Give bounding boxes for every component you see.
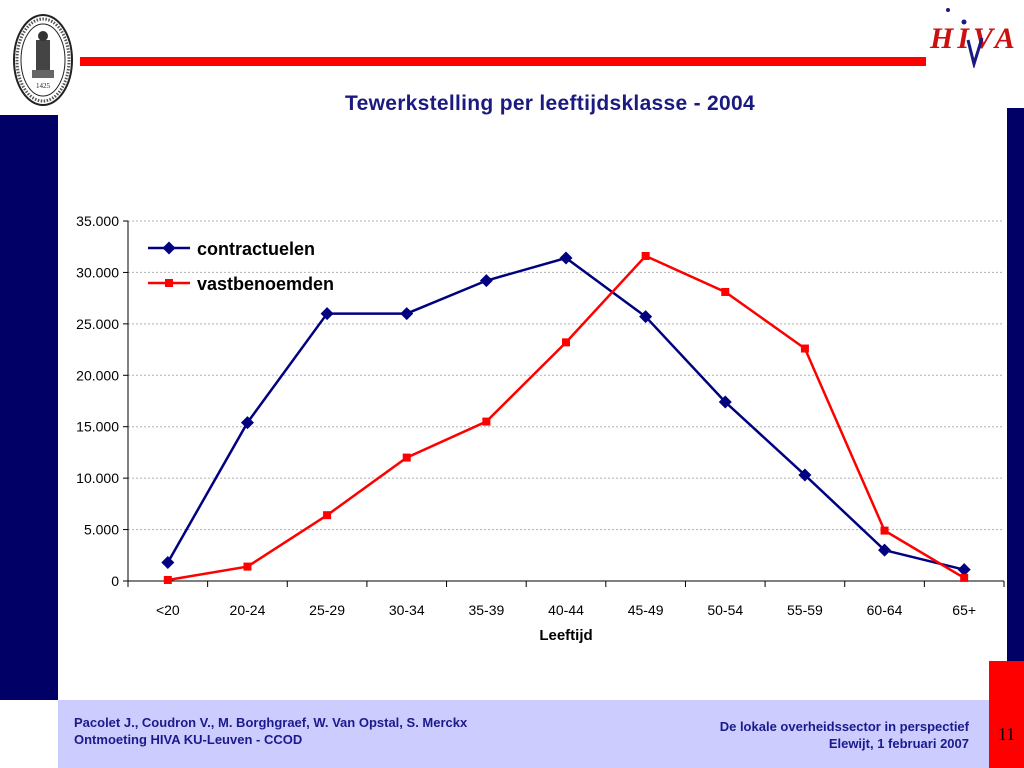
x-tick-label: 60-64 — [867, 602, 903, 618]
left-navy-band — [0, 115, 58, 700]
footer-right-line1: De lokale overheidssector in perspectief — [719, 719, 969, 734]
x-tick-label: 55-59 — [787, 602, 823, 618]
y-tick-label: 35.000 — [76, 213, 119, 229]
legend-item-vastbenoemden: vastbenoemden — [148, 274, 334, 294]
data-point-contractuelen — [479, 274, 493, 288]
grid-lines — [128, 220, 1004, 531]
x-tick-label: 30-34 — [389, 602, 425, 618]
data-point-contractuelen — [878, 543, 892, 557]
data-point-vastbenoemden — [163, 575, 172, 584]
footer-bar: Pacolet J., Coudron V., M. Borghgraef, W… — [58, 700, 989, 768]
data-point-vastbenoemden — [243, 562, 252, 571]
x-tick-label: 40-44 — [548, 602, 584, 618]
data-point-contractuelen — [320, 307, 334, 321]
seal-year-text: 1425 — [36, 82, 51, 90]
page-number-box: 11 — [989, 661, 1024, 768]
y-tick-label: 0 — [111, 573, 119, 589]
data-point-contractuelen — [957, 563, 971, 577]
data-point-contractuelen — [559, 251, 573, 265]
footer-event: De lokale overheidssector in perspectief… — [720, 718, 969, 752]
data-point-contractuelen — [798, 468, 812, 482]
data-point-vastbenoemden — [482, 417, 491, 426]
data-point-vastbenoemden — [880, 526, 889, 535]
legend-marker — [165, 279, 173, 287]
y-tick-label: 15.000 — [76, 419, 119, 435]
footer-left-line1: Pacolet J., Coudron V., M. Borghgraef, W… — [74, 715, 468, 730]
data-point-contractuelen — [639, 310, 653, 324]
x-tick-label: 45-49 — [628, 602, 664, 618]
data-point-contractuelen — [161, 555, 175, 569]
y-tick-label: 10.000 — [76, 470, 119, 486]
x-tick-label: 25-29 — [309, 602, 345, 618]
series-contractuelen — [161, 251, 971, 577]
header-red-bar — [80, 57, 926, 66]
university-seal-logo: 1425 — [13, 14, 73, 106]
x-tick-label: <20 — [156, 602, 180, 618]
right-navy-band — [1007, 108, 1024, 661]
legend-label: contractuelen — [197, 239, 315, 259]
x-tick-label: 65+ — [952, 602, 976, 618]
data-point-contractuelen — [400, 307, 414, 321]
hiva-logo: HIVA — [929, 8, 1015, 68]
x-tick-label: 50-54 — [707, 602, 743, 618]
y-tick-label: 5.000 — [84, 522, 119, 538]
data-point-vastbenoemden — [960, 573, 969, 582]
data-point-vastbenoemden — [323, 511, 332, 520]
footer-left-line2: Ontmoeting HIVA KU-Leuven - CCOD — [74, 732, 303, 747]
x-tick-label: 35-39 — [468, 602, 504, 618]
data-point-contractuelen — [718, 395, 732, 409]
data-point-vastbenoemden — [721, 287, 730, 296]
axes: 0 5.000 10.000 15.000 20.000 25.000 30.000 35.0… — [76, 213, 1005, 618]
footer-right-line2: Elewijt, 1 februari 2007 — [828, 736, 969, 751]
data-point-vastbenoemden — [641, 251, 650, 260]
x-axis-label: Leeftijd — [539, 627, 592, 644]
line-chart: 0 5.000 10.000 15.000 20.000 25.000 30.000 35.0… — [76, 213, 1005, 644]
data-point-vastbenoemden — [562, 338, 570, 347]
slide-title: Tewerkstelling per leeftijdsklasse - 200… — [345, 92, 755, 115]
y-tick-label: 25.000 — [76, 316, 119, 332]
data-point-vastbenoemden — [800, 344, 809, 353]
x-tick-label: 20-24 — [230, 602, 266, 618]
series-line-vastbenoemden — [167, 254, 965, 582]
legend-label: vastbenoemden — [197, 274, 334, 294]
data-point-contractuelen — [240, 416, 254, 430]
legend-item-contractuelen: contractuelen — [148, 239, 315, 259]
data-point-vastbenoemden — [402, 453, 411, 462]
footer-authors: Pacolet J., Coudron V., M. Borghgraef, W… — [74, 714, 467, 748]
legend: contractuelen vastbenoemden — [148, 239, 334, 294]
series-vastbenoemden — [163, 251, 969, 584]
y-tick-label: 20.000 — [76, 367, 119, 383]
series-line-contractuelen — [166, 256, 965, 571]
y-tick-label: 30.000 — [76, 264, 119, 280]
series-layer — [161, 251, 971, 584]
page-number: 11 — [997, 724, 1016, 744]
legend-marker — [162, 241, 176, 255]
